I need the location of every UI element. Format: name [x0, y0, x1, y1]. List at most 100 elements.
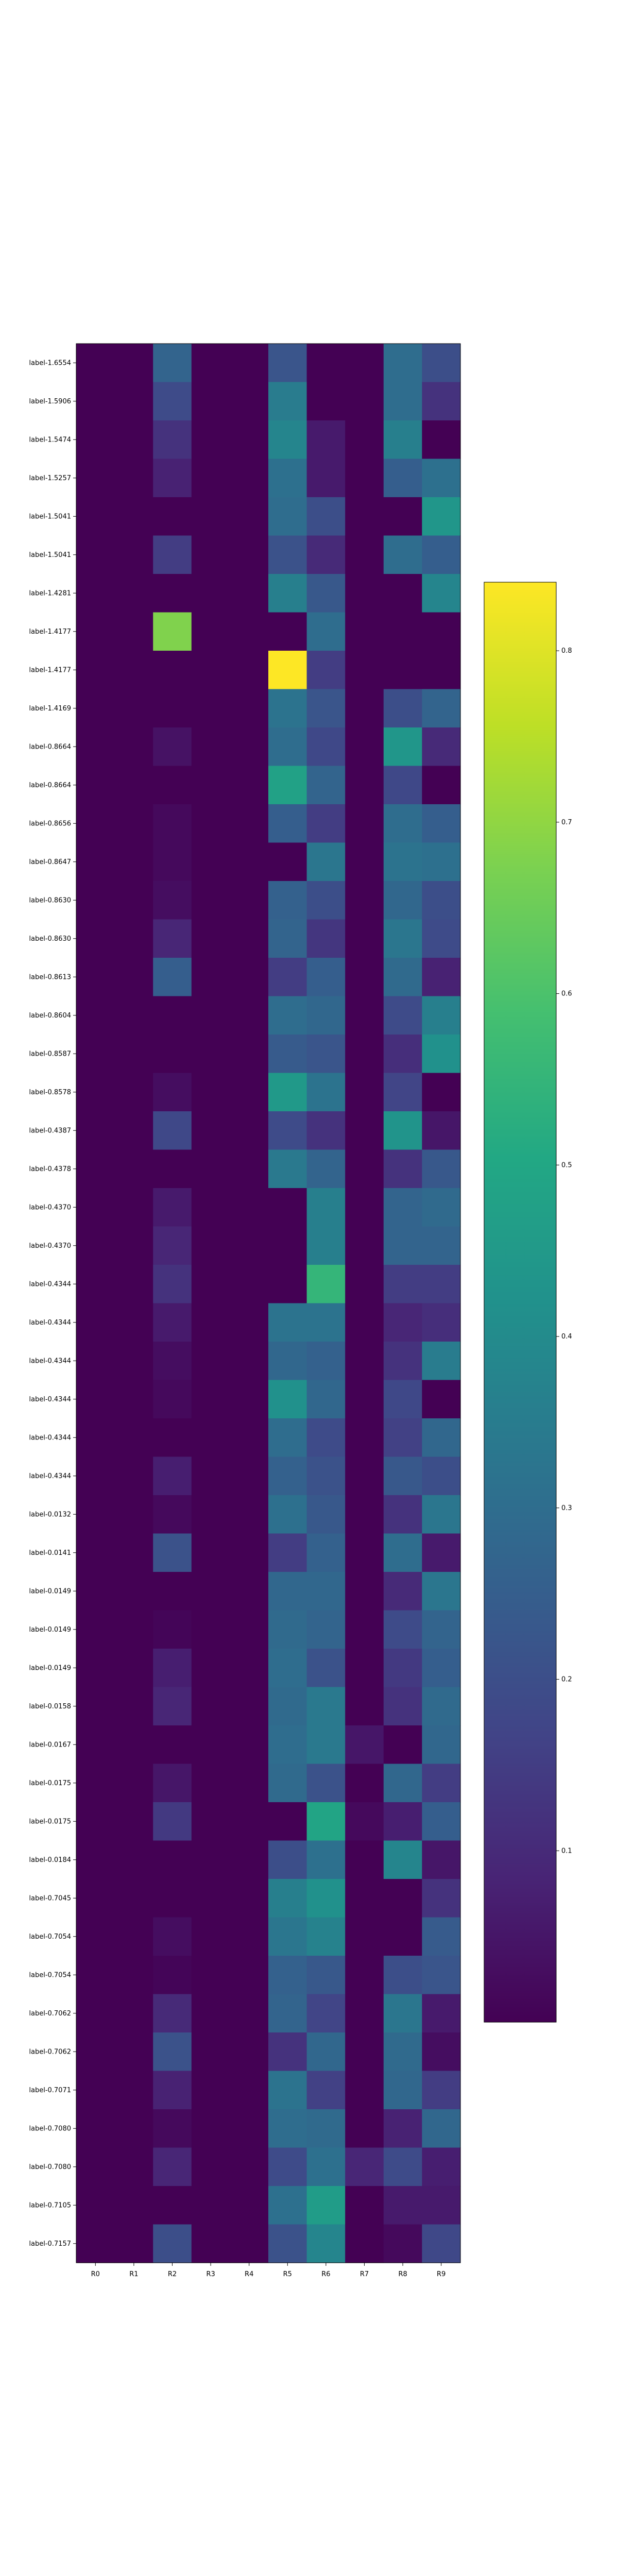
heatmap-cell	[345, 804, 384, 843]
heatmap-cell	[345, 1073, 384, 1112]
heatmap-cell	[230, 420, 269, 460]
heatmap-cell	[114, 2224, 153, 2263]
y-tick-label: label-0.8604	[29, 1012, 71, 1020]
heatmap-cell	[230, 1879, 269, 1918]
heatmap-cell	[422, 612, 461, 651]
heatmap-cell	[306, 1342, 346, 1381]
heatmap-cell	[422, 919, 461, 958]
heatmap-cell	[345, 1342, 384, 1381]
heatmap-cell	[114, 1687, 153, 1726]
heatmap-cell	[383, 497, 422, 536]
heatmap-cell	[153, 1802, 192, 1841]
heatmap-cell	[422, 958, 461, 997]
heatmap-cell	[422, 1533, 461, 1572]
heatmap-cell	[383, 459, 422, 498]
heatmap-cell	[268, 1456, 307, 1496]
heatmap-cell	[383, 1649, 422, 1688]
heatmap-cell	[76, 420, 115, 460]
y-tick-label: label-0.0149	[29, 1626, 71, 1634]
heatmap-cell	[76, 2186, 115, 2225]
heatmap-cell	[76, 651, 115, 690]
heatmap-cell	[76, 1917, 115, 1956]
heatmap-cell	[191, 1111, 230, 1150]
heatmap-cell	[153, 766, 192, 805]
heatmap-cell	[345, 2186, 384, 2225]
heatmap-cell	[268, 1188, 307, 1227]
heatmap-cell	[383, 1572, 422, 1611]
heatmap-cell	[383, 1533, 422, 1572]
heatmap-cell	[306, 766, 346, 805]
heatmap-cell	[76, 574, 115, 613]
heatmap-cell	[114, 574, 153, 613]
heatmap-cell	[76, 1533, 115, 1572]
heatmap-cell	[422, 1418, 461, 1458]
heatmap-cell	[345, 1495, 384, 1534]
heatmap-cell	[383, 1073, 422, 1112]
heatmap-cell	[268, 1226, 307, 1265]
y-tick-label: label-0.8664	[29, 743, 71, 751]
heatmap-cell	[422, 766, 461, 805]
heatmap-cell	[345, 2224, 384, 2263]
heatmap-cell	[76, 1687, 115, 1726]
heatmap-cell	[268, 420, 307, 460]
heatmap-cell	[191, 1418, 230, 1458]
heatmap-cell	[153, 497, 192, 536]
heatmap-cell	[345, 1111, 384, 1150]
heatmap-cell	[230, 1073, 269, 1112]
y-tick-label: label-0.8630	[29, 935, 71, 943]
heatmap-cell	[345, 919, 384, 958]
heatmap-cell	[345, 1456, 384, 1496]
heatmap-cell	[383, 574, 422, 613]
heatmap-cell	[306, 1111, 346, 1150]
y-tick-label: label-1.4169	[29, 705, 71, 713]
heatmap-cell	[191, 382, 230, 421]
heatmap-cell	[345, 344, 384, 383]
heatmap-cell	[422, 651, 461, 690]
heatmap-cell	[345, 1610, 384, 1649]
heatmap-cell	[306, 459, 346, 498]
heatmap-cell	[345, 689, 384, 728]
heatmap-cell	[230, 2147, 269, 2187]
heatmap-cell	[230, 958, 269, 997]
heatmap-cell	[383, 1917, 422, 1956]
heatmap-cell	[114, 958, 153, 997]
heatmap-cell	[268, 1265, 307, 1304]
heatmap-cell	[345, 535, 384, 574]
heatmap-cell	[345, 1917, 384, 1956]
colorbar-tick-label: 0.6	[561, 990, 572, 998]
heatmap-cell	[306, 1879, 346, 1918]
heatmap-cell	[383, 689, 422, 728]
heatmap-cell	[422, 804, 461, 843]
heatmap-cell	[114, 1418, 153, 1458]
heatmap-cell	[268, 727, 307, 767]
heatmap-cell	[345, 2071, 384, 2110]
heatmap-cell	[191, 1149, 230, 1189]
heatmap-cell	[306, 1725, 346, 1765]
heatmap-cell	[345, 1994, 384, 2033]
heatmap-cell	[383, 958, 422, 997]
heatmap-cell	[422, 2224, 461, 2263]
heatmap-cell	[422, 535, 461, 574]
y-tick-label: label-0.4344	[29, 1319, 71, 1327]
heatmap-cell	[114, 2032, 153, 2072]
heatmap-cell	[345, 1380, 384, 1419]
heatmap-cell	[230, 382, 269, 421]
heatmap-cell	[230, 842, 269, 882]
heatmap-cell	[76, 1495, 115, 1534]
heatmap-cell	[230, 574, 269, 613]
heatmap-cell	[153, 382, 192, 421]
heatmap-cell	[306, 2147, 346, 2187]
heatmap-cell	[191, 1035, 230, 1074]
heatmap-cell	[230, 1802, 269, 1841]
heatmap-cell	[153, 2186, 192, 2225]
heatmap-cell	[383, 1495, 422, 1534]
heatmap-cell	[306, 1533, 346, 1572]
heatmap-cell	[114, 1649, 153, 1688]
heatmap-cell	[306, 497, 346, 536]
heatmap-cell	[383, 1342, 422, 1381]
heatmap-cell	[114, 382, 153, 421]
heatmap-cell	[153, 996, 192, 1035]
heatmap-cell	[422, 574, 461, 613]
heatmap-cell	[345, 1533, 384, 1572]
heatmap-cell	[76, 459, 115, 498]
